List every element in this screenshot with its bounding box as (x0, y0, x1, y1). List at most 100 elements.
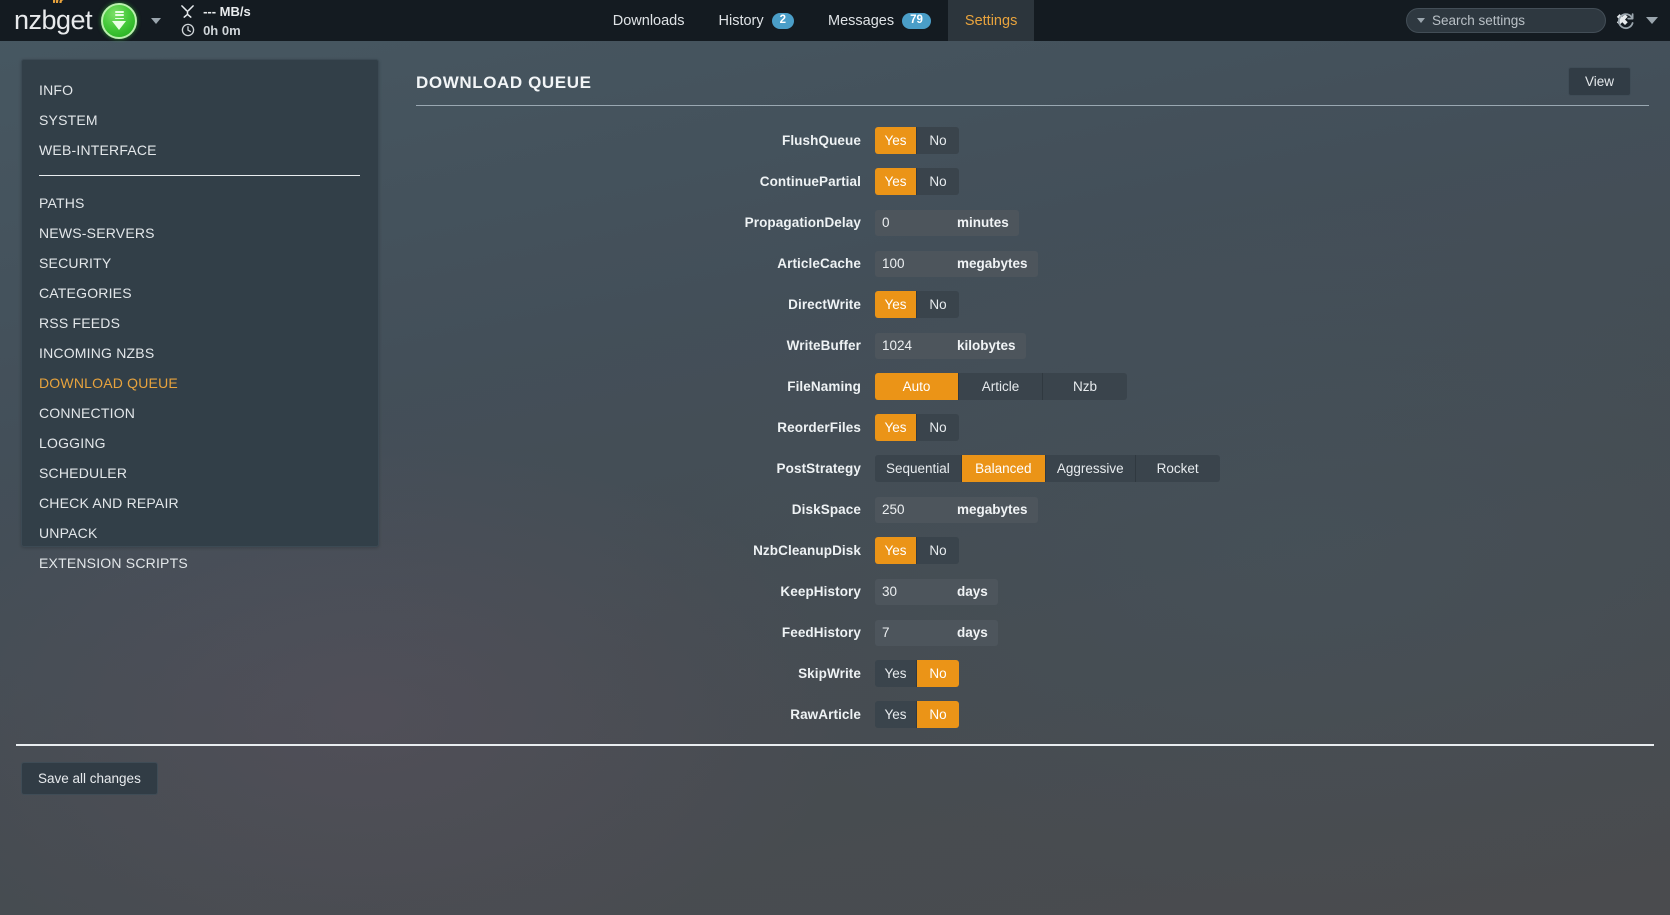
clock-icon (179, 22, 196, 38)
option-direct-write-no[interactable]: No (917, 291, 959, 318)
setting-row-post-strategy: PostStrategy Sequential Balanced Aggressive… (404, 448, 1649, 489)
option-reorder-files-no[interactable]: No (917, 414, 959, 441)
option-skip-write-no[interactable]: No (917, 660, 959, 687)
download-arrow-icon[interactable] (101, 2, 138, 39)
header-divider (416, 105, 1649, 106)
option-direct-write-yes[interactable]: Yes (875, 291, 917, 318)
sidebar-item-check-and-repair[interactable]: CHECK AND REPAIR (22, 488, 378, 518)
chevron-down-icon[interactable] (1646, 17, 1658, 24)
button-group-continue-partial: Yes No (875, 168, 959, 195)
sidebar-item-incoming-nzbs[interactable]: INCOMING NZBS (22, 338, 378, 368)
option-file-naming-auto[interactable]: Auto (875, 373, 959, 400)
refresh-icon[interactable] (1616, 11, 1636, 31)
top-right-controls: ✖ (1406, 8, 1670, 33)
input-article-cache[interactable] (875, 250, 953, 277)
input-propagation-delay[interactable] (875, 209, 953, 236)
unit-write-buffer: kilobytes (957, 338, 1016, 353)
setting-label-disk-space: DiskSpace (791, 502, 861, 517)
uptime-status: 0h 0m (179, 22, 251, 39)
sidebar-item-rss-feeds[interactable]: RSS FEEDS (22, 308, 378, 338)
setting-control-flush-queue: Yes No (875, 127, 959, 154)
setting-row-reorder-files: ReorderFiles Yes No (404, 407, 1649, 448)
top-navigation-bar: nzbget (0, 0, 1670, 41)
button-group-post-strategy: Sequential Balanced Aggressive Rocket (875, 455, 1220, 482)
sidebar-item-scheduler[interactable]: SCHEDULER (22, 458, 378, 488)
status-indicators: --- MB/s 0h 0m (179, 3, 251, 39)
sidebar-item-news-servers[interactable]: NEWS-SERVERS (22, 218, 378, 248)
option-file-naming-nzb[interactable]: Nzb (1043, 373, 1127, 400)
sidebar-item-paths[interactable]: PATHS (22, 188, 378, 218)
chevron-down-icon[interactable] (1417, 18, 1425, 23)
setting-row-keep-history: KeepHistory days (404, 571, 1649, 612)
settings-panel: DOWNLOAD QUEUE View FlushQueue Yes No Conti… (404, 59, 1649, 735)
option-raw-article-yes[interactable]: Yes (875, 701, 917, 728)
option-reorder-files-yes[interactable]: Yes (875, 414, 917, 441)
sidebar-item-extension-scripts[interactable]: EXTENSION SCRIPTS (22, 548, 378, 578)
button-group-direct-write: Yes No (875, 291, 959, 318)
option-file-naming-article[interactable]: Article (959, 373, 1043, 400)
plane-icon (179, 3, 196, 19)
view-button[interactable]: View (1567, 67, 1631, 96)
setting-control-direct-write: Yes No (875, 291, 959, 318)
option-post-strategy-aggressive[interactable]: Aggressive (1045, 455, 1136, 482)
option-flush-queue-no[interactable]: No (917, 127, 959, 154)
tab-messages[interactable]: Messages 79 (811, 0, 948, 41)
tab-downloads[interactable]: Downloads (596, 0, 702, 41)
setting-row-write-buffer: WriteBuffer kilobytes (404, 325, 1649, 366)
setting-control-feed-history: days (875, 619, 998, 646)
option-continue-partial-yes[interactable]: Yes (875, 168, 917, 195)
speed-status: --- MB/s (179, 3, 251, 20)
option-post-strategy-rocket[interactable]: Rocket (1135, 455, 1220, 482)
option-post-strategy-sequential[interactable]: Sequential (875, 455, 962, 482)
option-continue-partial-no[interactable]: No (917, 168, 959, 195)
setting-label-file-naming: FileNaming (787, 379, 861, 394)
panel-header: DOWNLOAD QUEUE View (404, 59, 1649, 96)
sidebar-item-security[interactable]: SECURITY (22, 248, 378, 278)
sidebar-item-system[interactable]: SYSTEM (22, 105, 378, 135)
setting-row-file-naming: FileNaming Auto Article Nzb (404, 366, 1649, 407)
setting-label-skip-write: SkipWrite (798, 666, 861, 681)
tab-history-label: History (718, 12, 764, 29)
tab-settings-label: Settings (964, 12, 1018, 29)
button-group-raw-article: Yes No (875, 701, 959, 728)
input-wrapper-feed-history: days (875, 619, 998, 646)
sidebar-item-logging[interactable]: LOGGING (22, 428, 378, 458)
search-input[interactable] (1432, 13, 1609, 28)
option-nzb-cleanup-disk-no[interactable]: No (917, 537, 959, 564)
setting-label-article-cache: ArticleCache (777, 256, 861, 271)
setting-control-write-buffer: kilobytes (875, 332, 1026, 359)
input-feed-history[interactable] (875, 619, 953, 646)
setting-control-file-naming: Auto Article Nzb (875, 373, 1127, 400)
setting-control-skip-write: Yes No (875, 660, 959, 687)
input-write-buffer[interactable] (875, 332, 953, 359)
option-post-strategy-balanced[interactable]: Balanced (961, 455, 1046, 482)
tab-history[interactable]: History 2 (702, 0, 812, 41)
sidebar-item-connection[interactable]: CONNECTION (22, 398, 378, 428)
option-flush-queue-yes[interactable]: Yes (875, 127, 917, 154)
sidebar-item-web-interface[interactable]: WEB-INTERFACE (22, 135, 378, 165)
input-wrapper-disk-space: megabytes (875, 496, 1038, 523)
setting-row-propagation-delay: PropagationDelay minutes (404, 202, 1649, 243)
chevron-down-icon[interactable] (151, 17, 162, 24)
setting-row-continue-partial: ContinuePartial Yes No (404, 161, 1649, 202)
sidebar-item-info[interactable]: INFO (22, 75, 378, 105)
option-raw-article-no[interactable]: No (917, 701, 959, 728)
tab-settings[interactable]: Settings (947, 0, 1035, 41)
settings-sidebar: INFO SYSTEM WEB-INTERFACE PATHS NEWS-SER… (21, 59, 379, 571)
input-wrapper-article-cache: megabytes (875, 250, 1038, 277)
setting-row-disk-space: DiskSpace megabytes (404, 489, 1649, 530)
input-keep-history[interactable] (875, 578, 953, 605)
save-all-changes-button[interactable]: Save all changes (21, 762, 158, 795)
setting-label-propagation-delay: PropagationDelay (744, 215, 861, 230)
tab-messages-label: Messages (828, 12, 895, 29)
setting-row-raw-article: RawArticle Yes No (404, 694, 1649, 735)
setting-label-continue-partial: ContinuePartial (759, 174, 861, 189)
option-nzb-cleanup-disk-yes[interactable]: Yes (875, 537, 917, 564)
sidebar-item-unpack[interactable]: UNPACK (22, 518, 378, 548)
input-disk-space[interactable] (875, 496, 953, 523)
sidebar-item-download-queue[interactable]: DOWNLOAD QUEUE (22, 368, 378, 398)
search-settings-box[interactable]: ✖ (1406, 8, 1629, 33)
option-skip-write-yes[interactable]: Yes (875, 660, 917, 687)
setting-control-propagation-delay: minutes (875, 209, 1019, 236)
sidebar-item-categories[interactable]: CATEGORIES (22, 278, 378, 308)
